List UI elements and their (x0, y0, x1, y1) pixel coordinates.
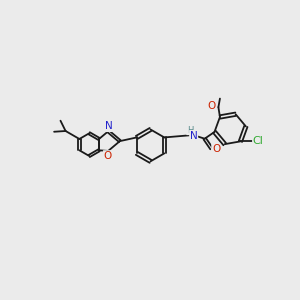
Text: N: N (190, 130, 197, 141)
Text: Cl: Cl (253, 136, 264, 146)
Text: H: H (187, 126, 193, 135)
Text: O: O (208, 100, 216, 111)
Text: O: O (212, 144, 220, 154)
Text: N: N (105, 122, 113, 131)
Text: O: O (103, 151, 112, 161)
